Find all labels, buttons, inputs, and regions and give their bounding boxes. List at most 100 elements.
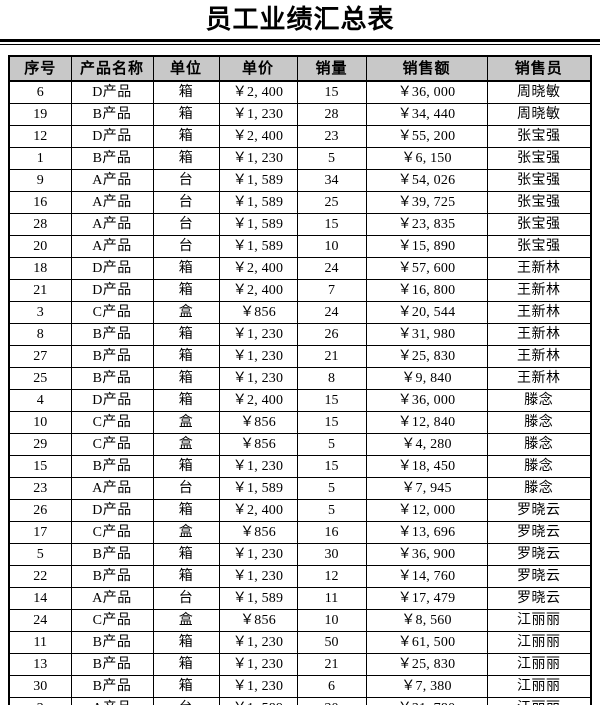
cell-amount[interactable]: ￥54, 026 [365, 169, 488, 192]
cell-id[interactable]: 5 [8, 543, 72, 566]
cell-amount[interactable]: ￥18, 450 [365, 455, 488, 478]
cell-name[interactable]: A产品 [70, 697, 154, 705]
cell-unit[interactable]: 箱 [152, 631, 220, 654]
table-row[interactable]: 6 D产品箱 ￥2, 400 15 ￥36, 000 周晓敏 [8, 80, 592, 104]
cell-qty[interactable]: 16 [296, 521, 367, 544]
cell-qty[interactable]: 15 [296, 411, 367, 434]
cell-qty[interactable]: 15 [296, 389, 367, 412]
cell-qty[interactable]: 20 [296, 697, 367, 705]
cell-qty[interactable]: 11 [296, 587, 367, 610]
cell-unit[interactable]: 箱 [152, 455, 220, 478]
cell-unit[interactable]: 箱 [152, 367, 220, 390]
table-row[interactable]: 20 A产品台 ￥1, 589 10 ￥15, 890 张宝强 [8, 235, 592, 258]
table-row[interactable]: 10 C产品盒 ￥856 15 ￥12, 840 滕念 [8, 411, 592, 434]
cell-amount[interactable]: ￥57, 600 [365, 257, 488, 280]
column-header-price[interactable]: 单价 [218, 55, 298, 82]
table-row[interactable]: 23 A产品台 ￥1, 589 5 ￥7, 945 滕念 [8, 477, 592, 500]
cell-rep[interactable]: 王新林 [486, 323, 592, 346]
cell-amount[interactable]: ￥25, 830 [365, 345, 488, 368]
cell-name[interactable]: B产品 [70, 455, 154, 478]
table-row[interactable]: 21 D产品箱 ￥2, 400 7 ￥16, 800 王新林 [8, 279, 592, 302]
cell-id[interactable]: 22 [8, 565, 72, 588]
cell-amount[interactable]: ￥34, 440 [365, 103, 488, 126]
cell-price[interactable]: ￥856 [218, 433, 298, 456]
table-row[interactable]: 17 C产品盒 ￥856 16 ￥13, 696 罗晓云 [8, 521, 592, 544]
cell-price[interactable]: ￥2, 400 [218, 80, 298, 104]
cell-amount[interactable]: ￥61, 500 [365, 631, 488, 654]
cell-qty[interactable]: 24 [296, 257, 367, 280]
cell-unit[interactable]: 箱 [152, 499, 220, 522]
cell-unit[interactable]: 箱 [152, 279, 220, 302]
cell-amount[interactable]: ￥31, 780 [365, 697, 488, 705]
cell-unit[interactable]: 台 [152, 169, 220, 192]
cell-unit[interactable]: 箱 [152, 80, 220, 104]
table-row[interactable]: 27 B产品箱 ￥1, 230 21 ￥25, 830 王新林 [8, 345, 592, 368]
cell-qty[interactable]: 8 [296, 367, 367, 390]
cell-id[interactable]: 3 [8, 301, 72, 324]
cell-rep[interactable]: 周晓敏 [486, 80, 592, 104]
cell-amount[interactable]: ￥36, 900 [365, 543, 488, 566]
cell-rep[interactable]: 张宝强 [486, 235, 592, 258]
cell-id[interactable]: 1 [8, 147, 72, 170]
cell-name[interactable]: B产品 [70, 543, 154, 566]
cell-rep[interactable]: 滕念 [486, 389, 592, 412]
cell-price[interactable]: ￥1, 230 [218, 653, 298, 676]
cell-rep[interactable]: 江丽丽 [486, 697, 592, 705]
cell-name[interactable]: C产品 [70, 609, 154, 632]
table-row[interactable]: 11 B产品箱 ￥1, 230 50 ￥61, 500 江丽丽 [8, 631, 592, 654]
cell-name[interactable]: B产品 [70, 323, 154, 346]
cell-qty[interactable]: 34 [296, 169, 367, 192]
cell-rep[interactable]: 王新林 [486, 367, 592, 390]
table-row[interactable]: 14 A产品台 ￥1, 589 11 ￥17, 479 罗晓云 [8, 587, 592, 610]
cell-price[interactable]: ￥2, 400 [218, 257, 298, 280]
table-row[interactable]: 9 A产品台 ￥1, 589 34 ￥54, 026 张宝强 [8, 169, 592, 192]
cell-qty[interactable]: 15 [296, 455, 367, 478]
table-row[interactable]: 18 D产品箱 ￥2, 400 24 ￥57, 600 王新林 [8, 257, 592, 280]
cell-amount[interactable]: ￥36, 000 [365, 80, 488, 104]
cell-unit[interactable]: 箱 [152, 565, 220, 588]
table-row[interactable]: 12 D产品箱 ￥2, 400 23 ￥55, 200 张宝强 [8, 125, 592, 148]
cell-unit[interactable]: 盒 [152, 609, 220, 632]
cell-qty[interactable]: 5 [296, 477, 367, 500]
cell-name[interactable]: B产品 [70, 675, 154, 698]
cell-qty[interactable]: 6 [296, 675, 367, 698]
cell-unit[interactable]: 盒 [152, 301, 220, 324]
cell-name[interactable]: A产品 [70, 191, 154, 214]
cell-rep[interactable]: 罗晓云 [486, 543, 592, 566]
cell-id[interactable]: 16 [8, 191, 72, 214]
cell-id[interactable]: 9 [8, 169, 72, 192]
cell-amount[interactable]: ￥6, 150 [365, 147, 488, 170]
cell-unit[interactable]: 盒 [152, 521, 220, 544]
cell-name[interactable]: B产品 [70, 565, 154, 588]
cell-price[interactable]: ￥1, 230 [218, 631, 298, 654]
cell-amount[interactable]: ￥14, 760 [365, 565, 488, 588]
cell-price[interactable]: ￥1, 230 [218, 565, 298, 588]
cell-amount[interactable]: ￥7, 945 [365, 477, 488, 500]
cell-id[interactable]: 29 [8, 433, 72, 456]
cell-unit[interactable]: 箱 [152, 103, 220, 126]
cell-price[interactable]: ￥856 [218, 609, 298, 632]
cell-price[interactable]: ￥2, 400 [218, 279, 298, 302]
cell-price[interactable]: ￥1, 230 [218, 675, 298, 698]
cell-name[interactable]: A产品 [70, 587, 154, 610]
column-header-qty[interactable]: 销量 [296, 55, 367, 82]
cell-id[interactable]: 18 [8, 257, 72, 280]
cell-qty[interactable]: 15 [296, 213, 367, 236]
cell-amount[interactable]: ￥23, 835 [365, 213, 488, 236]
table-row[interactable]: 3 C产品盒 ￥856 24 ￥20, 544 王新林 [8, 301, 592, 324]
cell-amount[interactable]: ￥25, 830 [365, 653, 488, 676]
cell-price[interactable]: ￥1, 230 [218, 147, 298, 170]
table-row[interactable]: 1 B产品箱 ￥1, 230 5 ￥6, 150 张宝强 [8, 147, 592, 170]
table-row[interactable]: 22 B产品箱 ￥1, 230 12 ￥14, 760 罗晓云 [8, 565, 592, 588]
cell-id[interactable]: 20 [8, 235, 72, 258]
cell-id[interactable]: 23 [8, 477, 72, 500]
cell-price[interactable]: ￥856 [218, 411, 298, 434]
cell-qty[interactable]: 10 [296, 235, 367, 258]
table-row[interactable]: 16 A产品台 ￥1, 589 25 ￥39, 725 张宝强 [8, 191, 592, 214]
cell-rep[interactable]: 滕念 [486, 455, 592, 478]
cell-id[interactable]: 4 [8, 389, 72, 412]
cell-id[interactable]: 14 [8, 587, 72, 610]
cell-price[interactable]: ￥1, 230 [218, 455, 298, 478]
cell-unit[interactable]: 台 [152, 697, 220, 705]
cell-rep[interactable]: 张宝强 [486, 213, 592, 236]
